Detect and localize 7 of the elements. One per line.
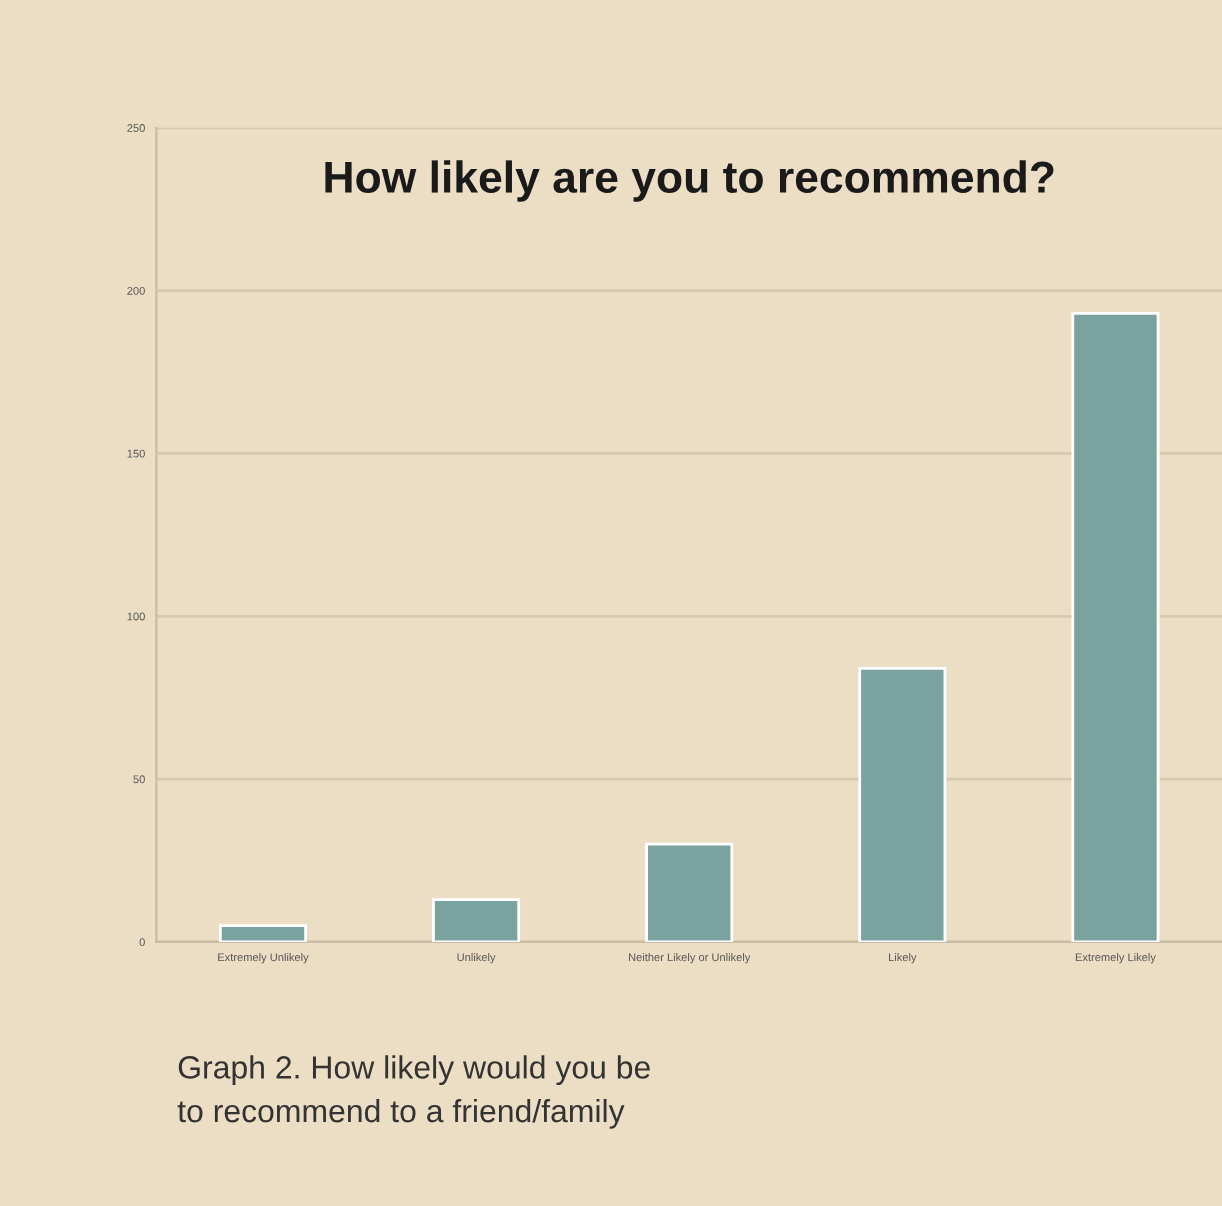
bar <box>1071 312 1160 942</box>
text: How likely are you to recommend? <box>325 160 1054 202</box>
bar <box>858 666 947 942</box>
bar <box>645 842 734 942</box>
caption: Graph 2. How likely would you be to recommend to a friend/family <box>177 1055 650 1129</box>
bar <box>432 898 521 942</box>
bar <box>218 924 307 942</box>
